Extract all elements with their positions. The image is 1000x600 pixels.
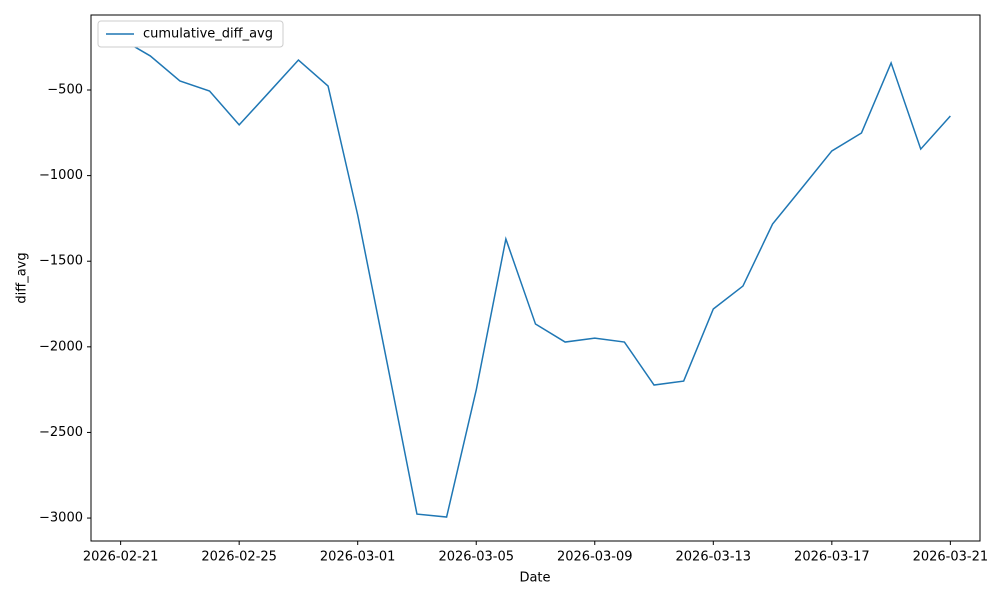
x-axis-label: Date bbox=[519, 571, 550, 586]
x-tick-label: 2026-03-17 bbox=[794, 550, 870, 565]
line-series bbox=[120, 37, 951, 518]
x-tick-label: 2026-02-25 bbox=[201, 550, 277, 565]
x-tick-label: 2026-03-05 bbox=[438, 550, 514, 565]
y-tick-label: −2000 bbox=[39, 339, 83, 354]
legend-label: cumulative_diff_avg bbox=[143, 27, 273, 42]
y-tick-label: −1500 bbox=[39, 254, 83, 269]
x-tick-label: 2026-03-09 bbox=[557, 550, 633, 565]
x-tick-label: 2026-03-01 bbox=[320, 550, 396, 565]
legend-box bbox=[97, 20, 284, 48]
y-tick-label: −1000 bbox=[39, 168, 83, 183]
x-tick-label: 2026-03-21 bbox=[913, 550, 989, 565]
y-tick-label: −3000 bbox=[39, 511, 83, 526]
y-tick-label: −2500 bbox=[39, 425, 83, 440]
x-tick-label: 2026-03-13 bbox=[676, 550, 752, 565]
x-tick-label: 2026-02-21 bbox=[83, 550, 159, 565]
y-axis-label: diff_avg bbox=[15, 252, 30, 303]
y-tick-label: −500 bbox=[47, 82, 83, 97]
plot-frame bbox=[90, 14, 981, 542]
